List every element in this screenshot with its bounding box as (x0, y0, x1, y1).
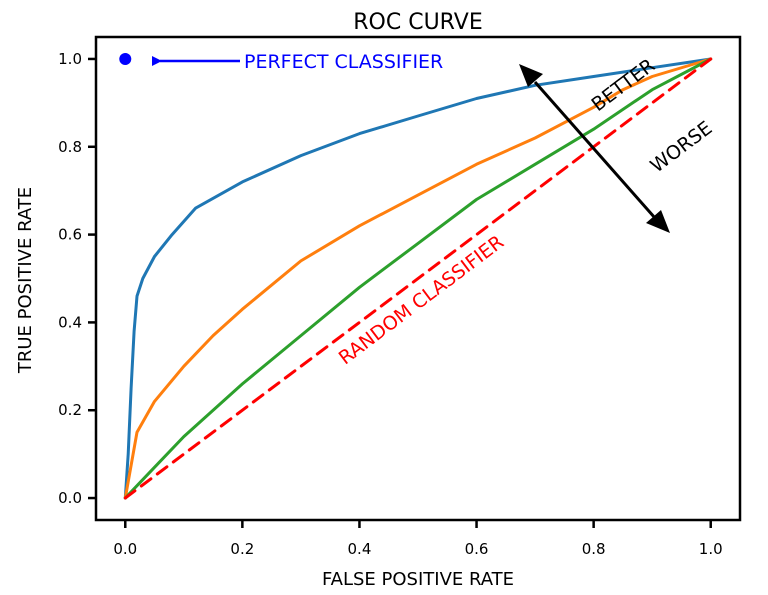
random-classifier-label: RANDOM CLASSIFIER (335, 231, 508, 369)
x-tick-label: 0.2 (230, 540, 254, 558)
y-tick-label: 0.0 (58, 489, 82, 507)
perfect-classifier-label: PERFECT CLASSIFIER (244, 51, 443, 73)
y-tick-label: 0.6 (58, 226, 82, 244)
x-tick-label: 0.0 (113, 540, 137, 558)
x-tick-label: 0.6 (465, 540, 489, 558)
series-orange-line (123, 57, 713, 500)
better-label: BETTER (588, 54, 660, 116)
worse-label: WORSE (646, 117, 716, 177)
random-classifier-line (123, 57, 713, 500)
series-blue-line (123, 57, 713, 500)
y-tick-label: 0.8 (58, 138, 82, 156)
better-worse-arrow-shaft (533, 81, 657, 219)
x-tick-label: 1.0 (699, 540, 723, 558)
x-axis-label: FALSE POSITIVE RATE (322, 569, 514, 590)
series-green-line (123, 57, 713, 500)
y-tick-label: 1.0 (58, 50, 82, 68)
y-axis-label: TRUE POSITIVE RATE (15, 187, 36, 374)
plot-frame (94, 35, 742, 522)
x-tick-label: 0.4 (348, 540, 372, 558)
y-tick-label: 0.2 (58, 401, 82, 419)
chart-title: ROC CURVE (353, 10, 482, 35)
y-tick-label: 0.4 (58, 313, 82, 331)
perfect-classifier-point (119, 52, 132, 65)
worse-arrowhead (646, 210, 670, 233)
x-tick-label: 0.8 (582, 540, 606, 558)
better-arrowhead (519, 64, 543, 87)
